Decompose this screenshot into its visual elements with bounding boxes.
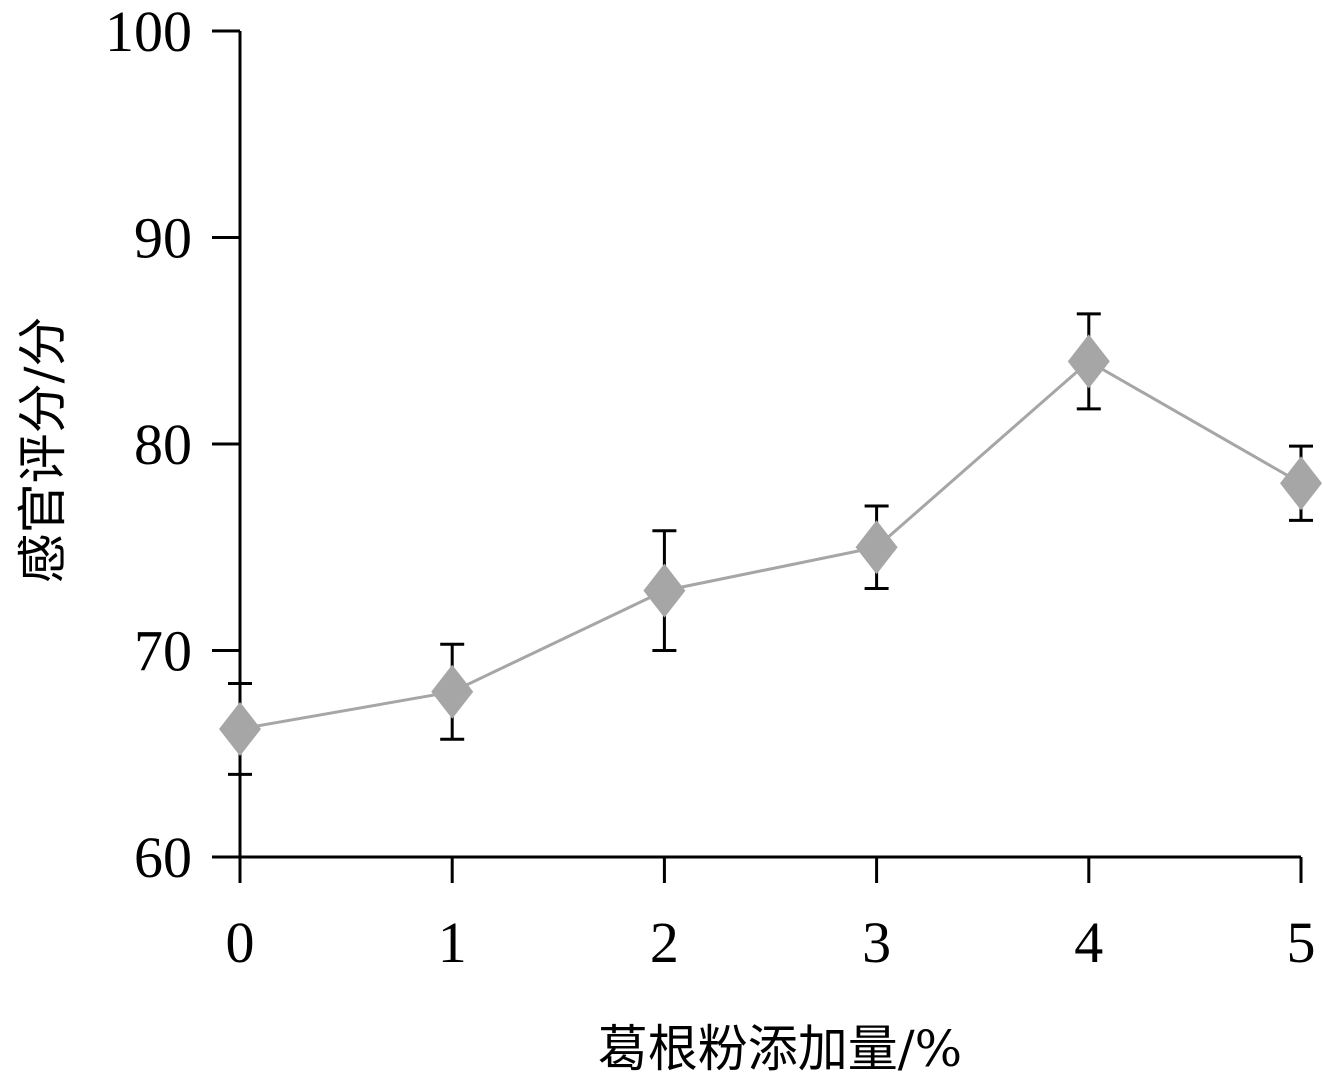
data-point bbox=[1067, 334, 1110, 389]
x-tick-label: 3 bbox=[862, 910, 891, 975]
x-tick-label: 2 bbox=[650, 910, 679, 975]
x-ticks: 0 1 2 3 4 5 bbox=[226, 857, 1316, 975]
x-tick-label: 0 bbox=[226, 910, 255, 975]
y-tick-label: 80 bbox=[134, 412, 192, 477]
y-axis-title: 感官评分/分 bbox=[14, 317, 72, 584]
data-point bbox=[643, 563, 686, 618]
x-tick-label: 4 bbox=[1074, 910, 1103, 975]
x-tick-label: 1 bbox=[438, 910, 467, 975]
x-axis-title: 葛根粉添加量/% bbox=[598, 1020, 962, 1078]
y-tick-label: 70 bbox=[134, 619, 192, 684]
x-tick-label: 5 bbox=[1287, 910, 1316, 975]
y-ticks: 60 70 80 90 100 bbox=[105, 0, 240, 890]
y-tick-label: 60 bbox=[134, 825, 192, 890]
data-point bbox=[219, 701, 261, 756]
y-tick-label: 90 bbox=[134, 206, 192, 271]
series bbox=[219, 312, 1322, 776]
data-point bbox=[431, 664, 474, 719]
data-point bbox=[1280, 456, 1322, 511]
axes bbox=[238, 31, 1301, 859]
data-point bbox=[855, 520, 898, 575]
y-tick-label: 100 bbox=[105, 0, 192, 64]
series-line bbox=[239, 359, 1302, 731]
